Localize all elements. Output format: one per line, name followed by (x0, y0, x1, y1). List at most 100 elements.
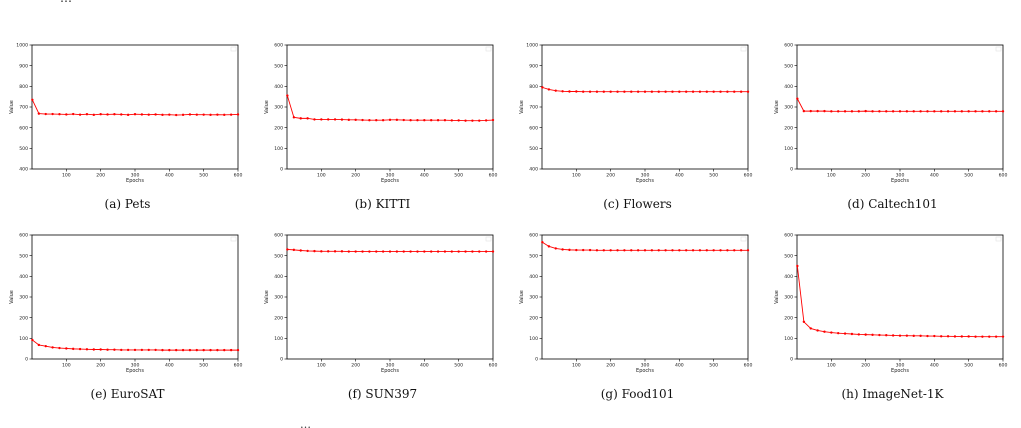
plot-frame (796, 234, 1004, 360)
data-point (423, 119, 426, 122)
data-point (416, 250, 419, 253)
y-tick-label: 100 (19, 336, 28, 342)
y-tick-label: 500 (274, 253, 283, 259)
data-point (837, 110, 840, 113)
data-point (671, 90, 674, 93)
data-point (636, 90, 640, 93)
legend-box (740, 236, 747, 242)
data-point (588, 90, 592, 93)
data-point (933, 110, 936, 113)
y-tick-label: 300 (784, 105, 793, 111)
y-tick-label: 0 (25, 357, 28, 363)
data-point (746, 90, 750, 93)
x-tick-label: 200 (351, 173, 360, 179)
y-tick-label: 500 (529, 146, 538, 152)
chart-kitti: 0 100 200 300 400 500 600 100 200 300 400 500 600 Epo… (264, 43, 497, 184)
data-point (739, 249, 743, 252)
data-point (72, 347, 75, 351)
data-point (395, 118, 399, 122)
x-tick-label: 500 (454, 363, 463, 369)
data-point (595, 249, 599, 252)
data-point (168, 113, 171, 116)
data-point (361, 118, 364, 122)
y-tick-label: 600 (529, 125, 538, 131)
data-point (919, 110, 922, 113)
chart-food101: 0 100 200 300 400 500 600 100 200 300 400 500 600 Epo… (519, 233, 752, 374)
x-tick-label: 200 (861, 363, 870, 369)
y-tick-label: 800 (19, 84, 28, 90)
data-point (202, 113, 205, 116)
data-point (547, 88, 551, 91)
data-point (919, 334, 922, 338)
data-point (994, 110, 998, 113)
data-point (857, 110, 860, 113)
x-tick-label: 300 (641, 363, 650, 369)
x-tick-label: 300 (896, 173, 905, 179)
chart-pets: 400 500 600 700 800 900 1000 100 200 300 400 500 600… (9, 43, 242, 184)
data-point (236, 113, 240, 116)
data-point (685, 90, 688, 93)
data-point (953, 335, 957, 338)
data-point (368, 119, 371, 122)
data-point (313, 249, 316, 253)
data-point (885, 334, 888, 337)
data-point (568, 90, 571, 93)
y-tick-label: 300 (19, 295, 28, 301)
y-tick-label: 400 (784, 274, 793, 280)
data-point (188, 113, 192, 116)
caption-eurosat: (e) EuroSAT (90, 387, 165, 401)
data-point (216, 113, 219, 116)
data-point (891, 334, 895, 337)
data-point (106, 113, 109, 116)
x-tick-label: 300 (641, 173, 650, 179)
truncated-header-text: … (60, 0, 960, 5)
data-point (912, 334, 915, 338)
data-point (216, 348, 219, 352)
data-point (1001, 110, 1005, 113)
x-tick-label: 400 (930, 363, 939, 369)
data-point (195, 113, 198, 116)
data-point (99, 113, 102, 116)
chart-flowers: 400 500 600 700 800 900 1000 100 200 300 400 500 600… (519, 43, 752, 184)
data-point (286, 94, 289, 97)
data-point (44, 112, 47, 116)
data-point (940, 110, 943, 113)
data-point (313, 118, 316, 121)
data-point (541, 241, 544, 244)
x-tick-label: 200 (861, 173, 870, 179)
data-point (37, 343, 41, 347)
y-tick-label: 200 (784, 315, 793, 321)
data-point (347, 118, 350, 122)
data-point (554, 89, 557, 92)
chart-eurosat: 0 100 200 300 400 500 600 100 200 300 400 500 600 Epo… (9, 233, 242, 374)
plot-frame (796, 44, 1004, 170)
x-tick-label: 400 (675, 173, 684, 179)
data-point (561, 248, 564, 251)
data-point (726, 90, 729, 93)
x-axis-label: Epochs (636, 368, 654, 374)
y-axis-label: Value (519, 290, 525, 304)
x-tick-label: 500 (709, 173, 718, 179)
data-point (664, 249, 667, 252)
y-tick-label: 500 (19, 146, 28, 152)
data-point (746, 249, 750, 252)
data-point (885, 110, 888, 113)
data-point (423, 250, 426, 253)
data-point (926, 110, 929, 113)
data-point (616, 90, 619, 93)
data-point (340, 118, 344, 121)
data-point (719, 90, 722, 93)
x-tick-label: 500 (964, 363, 973, 369)
x-tick-label: 300 (386, 363, 395, 369)
data-point (147, 348, 150, 352)
x-tick-label: 500 (709, 363, 718, 369)
data-point (168, 348, 171, 352)
y-tick-label: 500 (274, 63, 283, 69)
data-point (691, 249, 695, 252)
data-point (891, 110, 895, 113)
y-tick-label: 800 (529, 84, 538, 90)
data-point (712, 90, 715, 93)
data-point (223, 113, 226, 117)
data-point (719, 249, 722, 252)
y-axis-label: Value (9, 100, 15, 114)
